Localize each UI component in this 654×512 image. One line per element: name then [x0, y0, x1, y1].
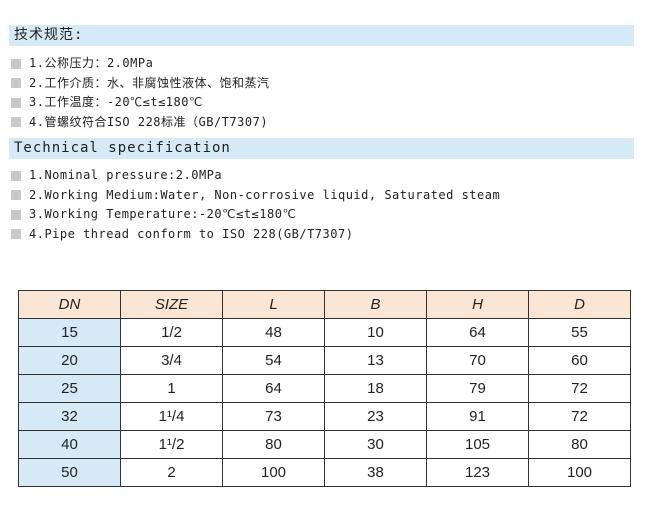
table-cell: 60	[528, 346, 631, 375]
table-row: 20 3/4 54 13 70 60	[18, 346, 631, 375]
table-cell: 105	[426, 430, 529, 459]
table-row: 15 1/2 48 10 64 55	[18, 318, 631, 347]
cn-spec-list: 1.公称压力：2.0MPa 2.工作介质：水、非腐蚀性液体、饱和蒸汽 3.工作温…	[11, 54, 269, 132]
bullet-square-icon	[11, 209, 21, 220]
item-text: 3.Working Temperature:-20℃≤t≤180℃	[29, 207, 297, 221]
cn-section-title: 技术规范:	[9, 25, 634, 46]
column-header-d: D	[528, 290, 631, 319]
table-cell: 20	[18, 346, 121, 375]
table-cell: 3/4	[120, 346, 223, 375]
table-cell: 100	[222, 458, 325, 487]
table-cell: 23	[324, 402, 427, 431]
bullet-square-icon	[11, 58, 21, 69]
list-item: 4.Pipe thread conform to ISO 228(GB/T730…	[11, 225, 500, 245]
en-section-title: Technical specification	[9, 138, 634, 159]
item-text: 1.公称压力：2.0MPa	[29, 56, 154, 70]
table-cell: 64	[222, 374, 325, 403]
table-row: 50 2 100 38 123 100	[18, 458, 631, 487]
table-cell: 72	[528, 402, 631, 431]
table-cell: 1/2	[120, 318, 223, 347]
dimension-table: DN SIZE L B H D 15 1/2 48 10 64 55 20 3/4 54 13 70 60 25 1…	[18, 290, 631, 487]
column-header-b: B	[324, 290, 427, 319]
table-cell: 25	[18, 374, 121, 403]
table-cell: 10	[324, 318, 427, 347]
table-cell: 64	[426, 318, 529, 347]
column-header-dn: DN	[18, 290, 121, 319]
list-item: 1.公称压力：2.0MPa	[11, 54, 269, 74]
item-text: 3.工作温度：-20℃≤t≤180℃	[29, 95, 203, 109]
table-cell: 72	[528, 374, 631, 403]
table-header-row: DN SIZE L B H D	[18, 290, 631, 319]
item-text: 4.管螺纹符合ISO 228标准（GB/T7307)	[29, 114, 269, 129]
table-cell: 55	[528, 318, 631, 347]
table-cell: 13	[324, 346, 427, 375]
table-cell: 79	[426, 374, 529, 403]
table-cell: 40	[18, 430, 121, 459]
table-row: 25 1 64 18 79 72	[18, 374, 631, 403]
column-header-size: SIZE	[120, 290, 223, 319]
table-cell: 32	[18, 402, 121, 431]
bullet-square-icon	[11, 190, 21, 201]
table-cell: 38	[324, 458, 427, 487]
table-cell: 80	[222, 430, 325, 459]
column-header-l: L	[222, 290, 325, 319]
table-row: 32 1¹/4 73 23 91 72	[18, 402, 631, 431]
item-text: 4.Pipe thread conform to ISO 228(GB/T730…	[29, 226, 354, 241]
item-text: 1.Nominal pressure:2.0MPa	[29, 168, 223, 182]
table-cell: 1¹/4	[120, 402, 223, 431]
table-cell: 123	[426, 458, 529, 487]
list-item: 2.Working Medium:Water, Non-corrosive li…	[11, 186, 500, 206]
list-item: 3.工作温度：-20℃≤t≤180℃	[11, 93, 269, 113]
bullet-square-icon	[11, 97, 21, 108]
table-cell: 48	[222, 318, 325, 347]
table-cell: 50	[18, 458, 121, 487]
column-header-h: H	[426, 290, 529, 319]
table-cell: 15	[18, 318, 121, 347]
item-text: 2.工作介质：水、非腐蚀性液体、饱和蒸汽	[29, 75, 270, 90]
bullet-square-icon	[11, 78, 21, 89]
table-cell: 100	[528, 458, 631, 487]
table-cell: 1	[120, 374, 223, 403]
table-cell: 91	[426, 402, 529, 431]
table-cell: 18	[324, 374, 427, 403]
list-item: 2.工作介质：水、非腐蚀性液体、饱和蒸汽	[11, 74, 269, 94]
bullet-square-icon	[11, 117, 21, 128]
list-item: 4.管螺纹符合ISO 228标准（GB/T7307)	[11, 113, 269, 133]
table-cell: 2	[120, 458, 223, 487]
table-cell: 30	[324, 430, 427, 459]
item-text: 2.Working Medium:Water, Non-corrosive li…	[29, 187, 501, 202]
en-spec-list: 1.Nominal pressure:2.0MPa 2.Working Medi…	[11, 166, 500, 244]
table-cell: 80	[528, 430, 631, 459]
table-row: 40 1¹/2 80 30 105 80	[18, 430, 631, 459]
table-cell: 73	[222, 402, 325, 431]
table-cell: 70	[426, 346, 529, 375]
table-cell: 54	[222, 346, 325, 375]
table-cell: 1¹/2	[120, 430, 223, 459]
list-item: 1.Nominal pressure:2.0MPa	[11, 166, 500, 186]
bullet-square-icon	[11, 170, 21, 181]
bullet-square-icon	[11, 229, 21, 240]
list-item: 3.Working Temperature:-20℃≤t≤180℃	[11, 205, 500, 225]
